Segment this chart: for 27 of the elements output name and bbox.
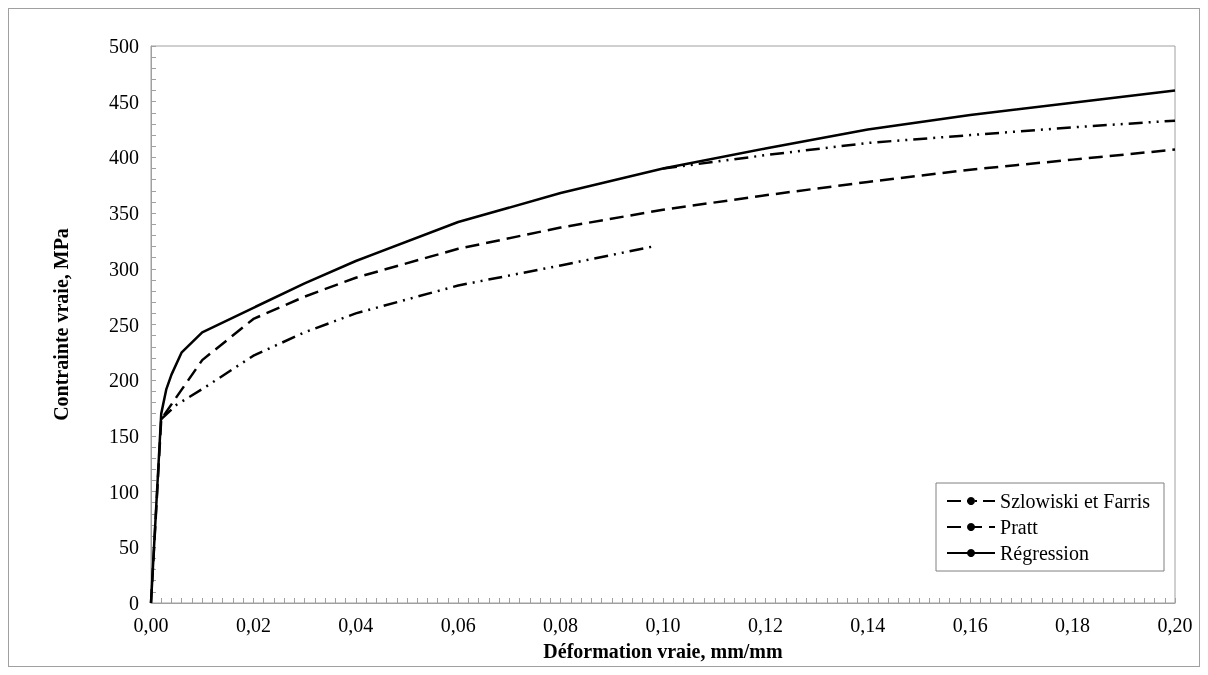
x-tick-label: 0,20 [1157, 614, 1193, 636]
y-tick-label: 50 [119, 536, 139, 559]
y-tick-label: 0 [129, 592, 139, 614]
x-tick-label: 0,04 [338, 614, 374, 636]
y-tick-label: 300 [109, 257, 139, 280]
y-tick-label: 250 [109, 313, 139, 336]
y-tick-label: 200 [109, 369, 139, 392]
legend-label: Szlowiski et Farris [1000, 490, 1151, 512]
y-axis-title: Contrainte vraie, MPa [50, 228, 72, 421]
x-tick-label: 0,02 [235, 614, 271, 636]
x-tick-label: 0,18 [1055, 614, 1091, 636]
x-tick-label: 0,10 [645, 614, 681, 636]
x-tick-label: 0,00 [133, 614, 169, 636]
legend-label: Régression [1000, 542, 1089, 565]
y-tick-label: 500 [109, 35, 139, 57]
x-tick-label: 0,12 [747, 614, 783, 636]
x-tick-label: 0,06 [440, 614, 476, 636]
legend-label: Pratt [1000, 516, 1039, 538]
y-tick-label: 150 [109, 424, 139, 447]
y-tick-label: 100 [109, 480, 139, 503]
y-tick-label: 450 [109, 90, 139, 113]
x-tick-label: 0,16 [952, 614, 988, 636]
y-tick-label: 400 [109, 146, 139, 169]
y-tick-label: 350 [109, 202, 139, 225]
x-tick-label: 0,08 [543, 614, 579, 636]
x-tick-label: 0,14 [850, 614, 886, 636]
x-axis-title: Déformation vraie, mm/mm [543, 640, 784, 662]
